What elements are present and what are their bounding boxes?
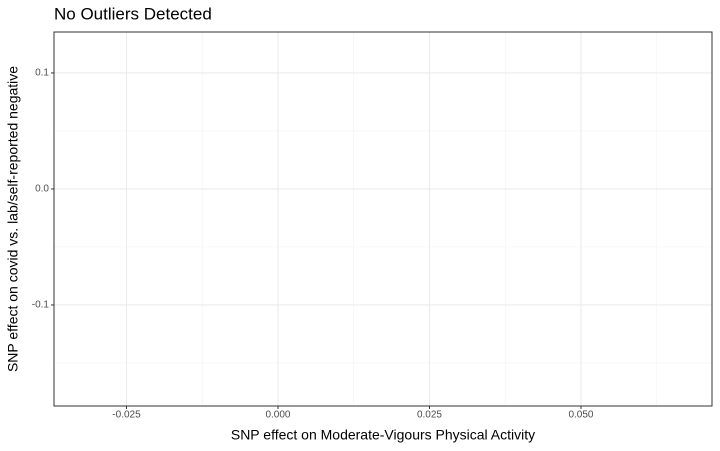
panel-border	[53, 31, 713, 407]
y-tick-label: 0.1	[35, 68, 49, 79]
x-tick-label: 0.050	[568, 410, 593, 421]
x-tick-label: 0.025	[417, 410, 442, 421]
x-axis-title: SNP effect on Moderate-Vigours Physical …	[231, 427, 535, 443]
x-tick-label: 0.000	[265, 410, 290, 421]
y-axis-title: SNP effect on covid vs. lab/self-reporte…	[5, 66, 21, 372]
chart-title: No Outliers Detected	[54, 4, 212, 23]
y-tick-label: -0.1	[32, 300, 50, 311]
y-tick-label: 0.0	[35, 184, 49, 195]
x-tick-label: -0.025	[112, 410, 141, 421]
